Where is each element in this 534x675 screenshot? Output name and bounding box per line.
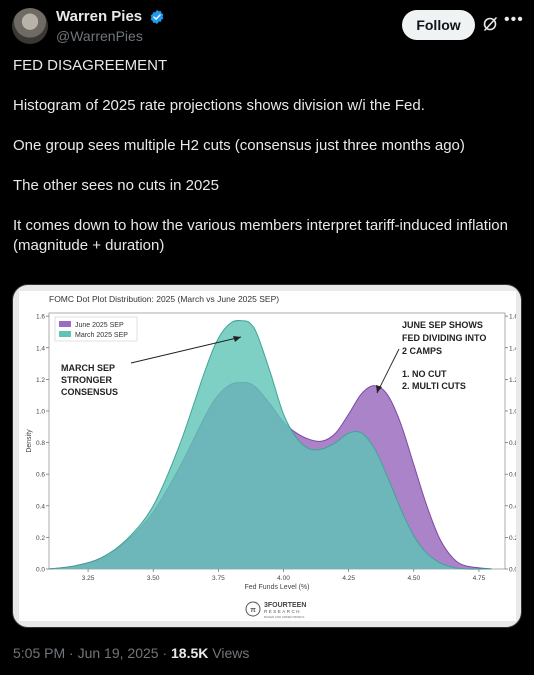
chart-image: FOMC Dot Plot Distribution: 2025 (March … <box>19 291 516 621</box>
y-tick-label: 1.2 <box>36 377 45 384</box>
y-tick-label: 0.4 <box>36 503 45 510</box>
verified-badge-icon <box>150 10 163 24</box>
y-tick-label: 0.0 <box>36 567 45 574</box>
x-tick-label: 4.50 <box>407 575 420 582</box>
series-area-1 <box>49 320 492 570</box>
tweet-date[interactable]: Jun 19, 2025 <box>77 645 159 661</box>
y-tick-label-right: 1.0 <box>509 408 516 415</box>
annotation-march-line: MARCH SEP <box>61 363 115 373</box>
legend-label-0: June 2025 SEP <box>75 322 124 329</box>
views-count: 18.5K <box>171 645 209 661</box>
author-handle[interactable]: @WarrenPies <box>56 28 143 45</box>
tweet-line: The other sees no cuts in 2025 <box>13 177 219 194</box>
follow-button[interactable]: Follow <box>402 10 475 40</box>
watermark-name: 3FOURTEEN <box>264 602 306 609</box>
y-axis-label: Density <box>26 429 33 453</box>
more-icon[interactable]: ••• <box>504 11 524 28</box>
tweet-header: Warren Pies @WarrenPies Follow ••• <box>12 8 524 48</box>
annotation-june-line: FED DIVIDING INTO <box>402 333 486 343</box>
density-chart: FOMC Dot Plot Distribution: 2025 (March … <box>26 294 516 619</box>
legend-swatch-1 <box>59 331 71 337</box>
annotation-march-line: CONSENSUS <box>61 387 118 397</box>
annotation-camps-line: 2. MULTI CUTS <box>402 381 466 391</box>
y-tick-label: 0.2 <box>36 535 45 542</box>
watermark-tagline: BASED AND ARMED BRIEFS <box>264 615 304 619</box>
annotation-june-arrow <box>376 348 400 394</box>
y-tick-label-right: 0.6 <box>509 472 516 479</box>
x-tick-label: 4.25 <box>342 575 355 582</box>
y-tick-label: 0.8 <box>36 440 45 447</box>
y-tick-label-right: 0.8 <box>509 440 516 447</box>
annotation-march-arrow <box>130 336 242 364</box>
annotation-june-arrowhead <box>376 385 382 393</box>
y-tick-label-right: 0.2 <box>509 535 516 542</box>
legend-swatch-0 <box>59 321 71 327</box>
y-tick-label-right: 0.0 <box>509 567 516 574</box>
y-tick-label-right: 1.2 <box>509 377 516 384</box>
x-tick-label: 3.50 <box>147 575 160 582</box>
annotation-june-line: JUNE SEP SHOWS <box>402 320 483 330</box>
series-line-1 <box>48 320 492 570</box>
tweet-line: FED DISAGREEMENT <box>13 57 168 74</box>
x-tick-label: 4.75 <box>473 575 486 582</box>
x-axis-label: Fed Funds Level (%) <box>245 584 310 591</box>
tweet-line: Histogram of 2025 rate projections shows… <box>13 97 425 114</box>
x-tick-label: 3.25 <box>82 575 95 582</box>
annotation-march-line: STRONGER <box>61 375 113 385</box>
views-label: Views <box>212 645 250 661</box>
chart-title: FOMC Dot Plot Distribution: 2025 (March … <box>49 294 279 304</box>
separator: · <box>162 645 168 661</box>
x-tick-label: 3.75 <box>212 575 225 582</box>
y-tick-label: 1.4 <box>36 345 45 352</box>
legend-label-1: March 2025 SEP <box>75 332 128 339</box>
y-tick-label: 0.6 <box>36 472 45 479</box>
watermark-logo-icon <box>245 601 261 617</box>
avatar[interactable] <box>12 8 48 44</box>
y-tick-label-right: 1.6 <box>509 314 516 321</box>
tweet-text: FED DISAGREEMENT Histogram of 2025 rate … <box>13 56 523 276</box>
watermark-sub: RESEARCH <box>264 609 301 614</box>
separator: · <box>69 645 74 661</box>
y-tick-label-right: 1.4 <box>509 345 516 352</box>
tweet-time[interactable]: 5:05 PM <box>13 645 66 661</box>
annotation-june-line: 2 CAMPS <box>402 346 442 356</box>
annotation-march-arrowhead <box>233 336 241 342</box>
author-display-name[interactable]: Warren Pies <box>56 8 143 25</box>
tweet-media[interactable]: FOMC Dot Plot Distribution: 2025 (March … <box>12 284 522 628</box>
tweet-footer: 5:05 PM · Jun 19, 2025 · 18.5K Views <box>13 644 249 662</box>
watermark-logo-glyph: π <box>250 607 256 614</box>
annotation-camps-line: 1. NO CUT <box>402 369 447 379</box>
y-tick-label: 1.0 <box>36 408 45 415</box>
y-tick-label-right: 0.4 <box>509 503 516 510</box>
tweet-line: One group sees multiple H2 cuts (consens… <box>13 137 465 154</box>
x-tick-label: 4.00 <box>277 575 290 582</box>
grok-icon[interactable] <box>482 16 498 32</box>
tweet-line: It comes down to how the various members… <box>13 217 508 254</box>
y-tick-label: 1.6 <box>36 314 45 321</box>
author-names: Warren Pies @WarrenPies <box>56 8 165 45</box>
